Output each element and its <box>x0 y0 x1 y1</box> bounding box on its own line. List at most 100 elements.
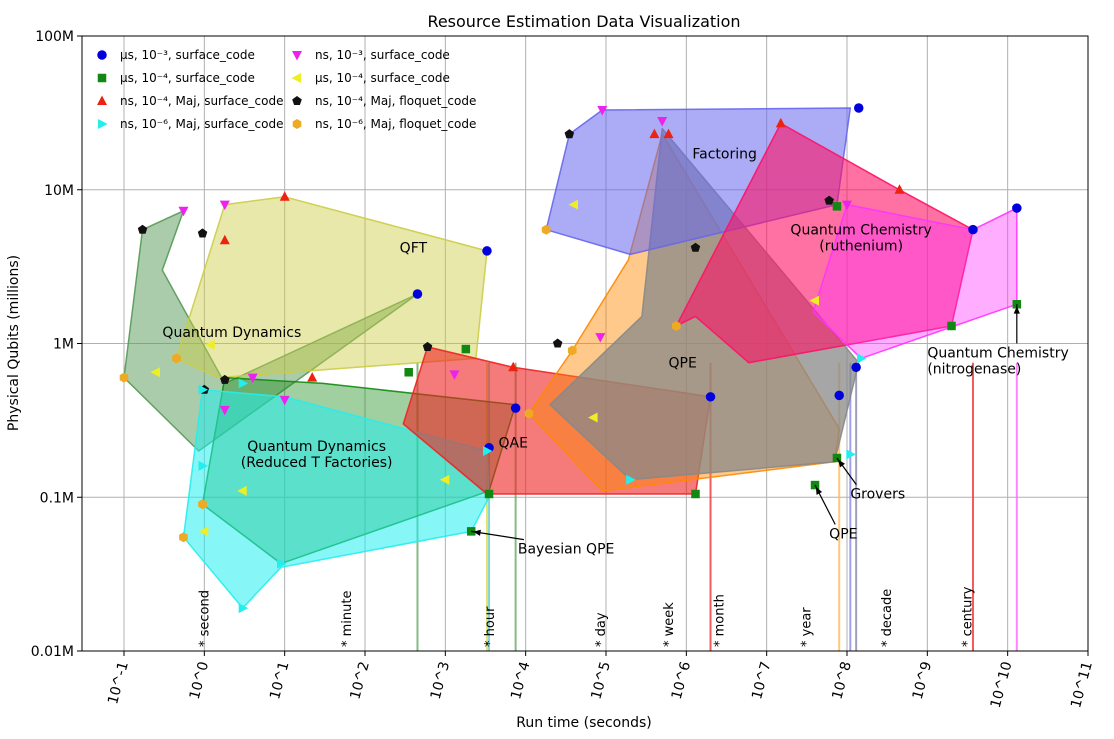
data-point <box>595 333 606 343</box>
legend-label: ns, 10⁻⁴, Maj, surface_code <box>120 94 284 108</box>
data-point <box>137 224 148 234</box>
text-line: QAE <box>498 436 527 452</box>
annotation-arrowhead <box>1013 306 1020 314</box>
data-point <box>541 224 551 235</box>
data-point <box>775 117 786 128</box>
text-line: QPE <box>669 355 697 371</box>
time-marker-label: * decade <box>880 589 895 647</box>
data-point <box>968 224 978 235</box>
region-label: QFT <box>400 241 428 257</box>
annotation-label: Quantum Chemistry (nitrogenase) <box>927 345 1068 377</box>
legend-marker <box>98 119 108 129</box>
x-axis-label: Run time (seconds) <box>516 715 652 731</box>
legend-marker <box>291 73 301 83</box>
data-point <box>412 289 423 299</box>
data-point <box>277 558 287 569</box>
data-point <box>197 228 208 238</box>
marker-layer: * second * minute * hour * day * week * month… <box>197 586 975 647</box>
annotation-label: Bayesian QPE <box>518 542 614 558</box>
time-marker-label: * century <box>960 586 975 647</box>
legend-label: ns, 10⁻⁶, Maj, surface_code <box>120 117 284 131</box>
legend-label: μs, 10⁻⁴, surface_code <box>315 71 450 85</box>
data-point <box>809 295 819 306</box>
region-label: QAE <box>498 436 527 452</box>
data-point <box>238 603 249 614</box>
data-point <box>846 449 856 460</box>
data-point <box>657 117 668 127</box>
data-point <box>857 353 867 364</box>
region-polygon <box>675 122 974 364</box>
data-point <box>663 128 674 139</box>
data-point <box>691 489 700 499</box>
text-line: (Reduced T Factories) <box>241 455 393 471</box>
y-tick-label: 10M <box>44 183 74 199</box>
data-point <box>198 526 209 537</box>
data-point <box>483 446 493 456</box>
data-point <box>1012 203 1022 213</box>
annotation-label: Grovers <box>850 487 905 503</box>
data-point <box>449 370 460 380</box>
data-point <box>307 372 318 382</box>
legend-marker <box>97 95 107 105</box>
region-layer <box>123 107 1018 609</box>
legend-label: μs, 10⁻⁴, surface_code <box>120 71 255 85</box>
chart-title: Resource Estimation Data Visualization <box>427 12 740 31</box>
data-point <box>510 403 521 413</box>
data-point <box>198 384 208 395</box>
annotation-arrowhead <box>838 459 845 468</box>
legend-marker <box>97 73 107 83</box>
text-line: Bayesian QPE <box>518 542 614 558</box>
data-point <box>508 361 519 372</box>
text-line: (ruthenium) <box>819 239 903 255</box>
data-point <box>832 202 842 211</box>
text-line: Quantum Dynamics <box>247 439 386 455</box>
data-point <box>834 390 844 401</box>
data-point <box>588 412 598 423</box>
data-point <box>198 460 208 471</box>
time-marker-label: * minute <box>340 591 355 647</box>
text-line: QPE <box>829 526 857 542</box>
legend: μs, 10⁻³, surface_code ns, 10⁻³, surface_… <box>97 48 476 131</box>
time-marker-label: * week <box>662 602 677 647</box>
data-point <box>237 485 247 496</box>
time-marker-label: * year <box>800 607 815 647</box>
data-point <box>172 353 181 364</box>
y-axis-label: Physical Qubits (millions) <box>6 255 22 431</box>
text-line: Quantum Chemistry <box>927 345 1068 361</box>
data-point <box>219 234 230 245</box>
data-point <box>705 392 716 402</box>
region-label: Factoring <box>692 146 757 162</box>
time-marker-label: * month <box>713 594 728 647</box>
data-point <box>626 474 636 485</box>
data-point <box>238 378 249 389</box>
legend-marker <box>292 51 302 61</box>
data-point <box>524 408 534 419</box>
data-point <box>482 246 492 256</box>
data-point <box>567 345 577 356</box>
y-tick-label: 0.1M <box>40 490 74 506</box>
time-marker-label: * day <box>594 612 609 647</box>
y-tick-label: 100M <box>35 29 74 45</box>
data-point <box>568 199 578 210</box>
text-line: Grovers <box>850 487 905 503</box>
data-point <box>279 191 290 201</box>
data-point <box>219 405 230 416</box>
legend-marker <box>97 50 107 60</box>
data-point <box>564 129 575 139</box>
legend-marker <box>292 96 302 105</box>
data-point <box>690 242 701 252</box>
annotation-arrowhead <box>815 486 823 495</box>
data-point <box>672 321 681 331</box>
text-line: (nitrogenase) <box>927 361 1021 377</box>
data-point <box>150 367 160 378</box>
data-point <box>484 489 494 499</box>
time-marker-label: * hour <box>483 606 498 647</box>
annotation-layer: Bayesian QPE QPE Grovers Quantum Chemistry(… <box>471 304 1069 558</box>
data-point <box>205 339 215 350</box>
legend-label: μs, 10⁻³, surface_code <box>120 48 255 62</box>
data-point <box>649 128 660 139</box>
y-axis: 0.01M 0.1M 1M 10M 100M <box>31 29 82 660</box>
data-point <box>198 499 207 510</box>
annotation-label: QPE <box>829 526 857 542</box>
data-point <box>597 106 608 116</box>
